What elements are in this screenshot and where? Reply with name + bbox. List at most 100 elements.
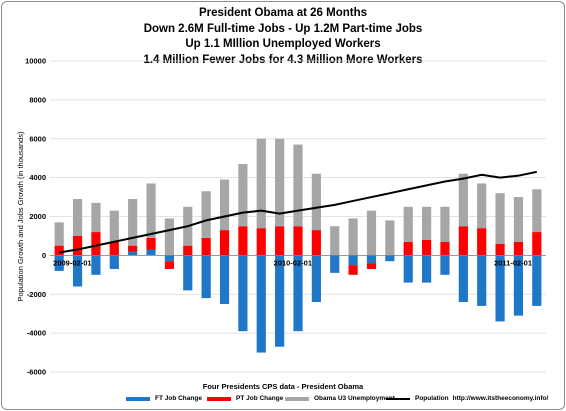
- bar-u3: [513, 197, 524, 242]
- y-tick-label: 0: [42, 251, 46, 260]
- bar-u3: [256, 138, 266, 229]
- bar-ft: [275, 255, 285, 347]
- legend-swatch-pt: [207, 396, 231, 401]
- y-tick-label: -4000: [27, 329, 46, 338]
- bar-ft: [146, 249, 156, 256]
- bar-u3: [348, 218, 358, 256]
- bar-ft: [109, 255, 119, 269]
- legend-label-u3: Obama U3 Unemployment: [314, 395, 395, 402]
- y-tick-label: -2000: [27, 290, 46, 299]
- y-tick-label: -6000: [27, 368, 46, 377]
- bar-pt: [422, 239, 432, 256]
- bar-u3: [495, 193, 505, 244]
- title-line-3: Up 1.1 MIllion Unemployed Workers: [185, 38, 381, 50]
- title-line-2: Down 2.6M Full-time Jobs - Up 1.2M Part-…: [143, 22, 423, 35]
- bar-pt: [366, 263, 377, 269]
- bar-pt: [532, 232, 542, 256]
- legend-swatch-ft: [126, 396, 150, 401]
- bar-u3: [440, 206, 450, 242]
- population-line: [59, 170, 538, 254]
- bar-pt: [275, 226, 285, 256]
- bar-pt: [201, 237, 211, 256]
- bar-ft: [311, 255, 321, 303]
- bar-u3: [385, 220, 395, 256]
- title-line-4: 1.4 Million Fewer Jobs for 4.3 Million M…: [143, 53, 423, 66]
- bar-ft: [201, 255, 211, 299]
- bar-u3: [72, 199, 83, 236]
- x-tick-label: 2009-02-01: [53, 258, 91, 267]
- y-tick-label: 10000: [25, 57, 46, 66]
- bar-u3: [238, 164, 248, 227]
- legend-item-u3: Obama U3 Unemployment: [285, 395, 395, 402]
- bar-ft: [238, 255, 248, 332]
- bar-pt: [91, 232, 101, 256]
- bar-u3: [91, 202, 101, 233]
- y-tick-label: 6000: [29, 134, 46, 143]
- bar-u3: [275, 138, 285, 227]
- legend-swatch-population: [386, 397, 410, 400]
- bar-ft: [495, 255, 505, 322]
- bar-u3: [532, 189, 542, 233]
- bar-u3: [458, 173, 468, 227]
- bar-u3: [219, 179, 230, 231]
- bar-ft: [293, 255, 303, 332]
- bar-ft: [219, 255, 230, 304]
- bar-u3: [422, 206, 432, 240]
- bar-ft: [91, 255, 101, 275]
- bar-pt: [293, 226, 303, 256]
- legend-item-pt: PT Job Change: [207, 395, 283, 402]
- bar-ft: [532, 255, 542, 306]
- y-tick-label: 4000: [29, 173, 46, 182]
- bar-pt: [128, 245, 138, 252]
- bar-u3: [293, 144, 303, 227]
- bar-u3: [403, 206, 413, 242]
- bar-pt: [72, 235, 83, 256]
- bar-u3: [330, 226, 340, 256]
- bar-pt: [458, 226, 468, 256]
- chart-subtitle: Four Presidents CPS data - President Oba…: [202, 382, 364, 391]
- bar-pt: [256, 228, 266, 256]
- bar-ft: [477, 255, 487, 306]
- legend-label-ft: FT Job Change: [155, 395, 202, 402]
- bar-ft: [54, 255, 64, 271]
- bar-ft: [440, 255, 450, 275]
- legend-item-ft: FT Job Change: [126, 395, 202, 402]
- bar-pt: [183, 245, 193, 256]
- bar-ft: [385, 255, 395, 262]
- bar-ft: [348, 255, 358, 266]
- bar-pt: [311, 230, 321, 256]
- bar-u3: [164, 218, 174, 256]
- bar-u3: [109, 210, 119, 242]
- bar-u3: [201, 191, 211, 238]
- bar-ft: [183, 255, 193, 291]
- y-axis-label: Population Growth and Jobs Growth (in th…: [16, 131, 25, 302]
- credit-url: http://www.itstheeconomy.info/: [452, 395, 549, 402]
- legend-swatch-u3: [285, 396, 309, 401]
- bar-pt: [219, 230, 230, 256]
- x-tick-label: 2011-02-01: [494, 258, 532, 267]
- bar-pt: [164, 261, 174, 269]
- legend-label-pt: PT Job Change: [236, 395, 284, 402]
- bar-ft: [128, 251, 138, 256]
- title-line-1: President Obama at 26 Months: [198, 7, 368, 19]
- bar-u3: [54, 222, 64, 246]
- bar-u3: [311, 173, 321, 231]
- bar-pt: [513, 241, 524, 256]
- bar-ft: [513, 255, 524, 316]
- chart-title: President Obama at 26 Months Down 2.6M F…: [2, 6, 564, 68]
- bar-ft: [164, 255, 174, 262]
- bar-ft: [422, 255, 432, 283]
- y-tick-label: 2000: [29, 212, 46, 221]
- bar-pt: [348, 265, 358, 275]
- bar-u3: [366, 210, 377, 256]
- bar-ft: [458, 255, 468, 303]
- bar-pt: [403, 241, 413, 256]
- bar-ft: [256, 255, 266, 353]
- y-tick-label: 8000: [29, 95, 46, 104]
- bar-u3: [477, 183, 487, 229]
- bar-u3: [146, 183, 156, 238]
- bar-pt: [495, 243, 505, 256]
- x-tick-label: 2010-02-01: [274, 258, 312, 267]
